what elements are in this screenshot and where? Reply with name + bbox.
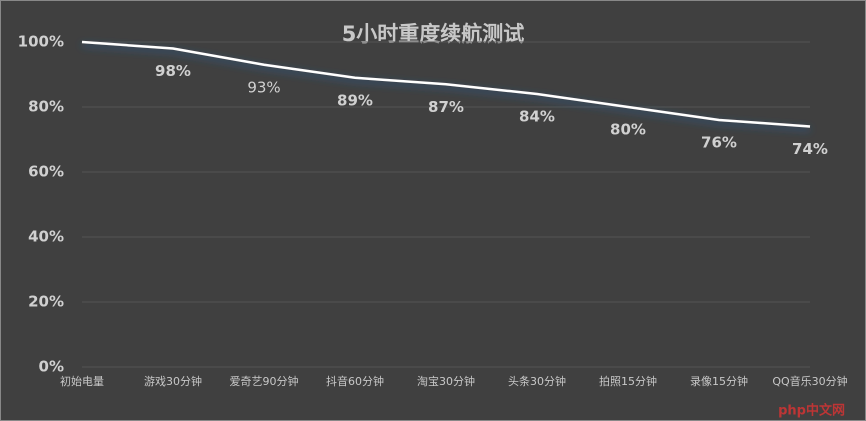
data-label: 98% xyxy=(155,62,191,80)
x-tick-label: 爱奇艺90分钟 xyxy=(230,374,299,388)
x-tick-label: 淘宝30分钟 xyxy=(417,374,475,388)
x-tick-label: 抖音60分钟 xyxy=(326,374,384,388)
y-tick-label: 60% xyxy=(28,163,64,181)
y-tick-label: 100% xyxy=(18,33,64,51)
data-label: 74% xyxy=(792,140,828,158)
data-label: 89% xyxy=(337,91,373,109)
x-tick-label: 头条30分钟 xyxy=(508,374,566,388)
watermark: php中文网 xyxy=(778,403,845,419)
data-label: 84% xyxy=(519,108,555,126)
data-label: 87% xyxy=(428,98,464,116)
y-tick-label: 20% xyxy=(28,293,64,311)
x-tick-label: 游戏30分钟 xyxy=(144,374,202,388)
data-line xyxy=(81,40,811,128)
data-label: 93% xyxy=(247,78,280,96)
x-tick-label: QQ音乐30分钟 xyxy=(772,374,847,388)
x-tick-label: 拍照15分钟 xyxy=(599,374,657,388)
y-tick-label: 0% xyxy=(39,358,64,376)
data-label: 76% xyxy=(701,134,737,152)
x-tick-label: 录像15分钟 xyxy=(690,374,748,388)
x-tick-label: 初始电量 xyxy=(60,374,104,388)
data-label: 80% xyxy=(610,121,646,139)
y-tick-label: 40% xyxy=(28,228,64,246)
y-tick-label: 80% xyxy=(28,98,64,116)
